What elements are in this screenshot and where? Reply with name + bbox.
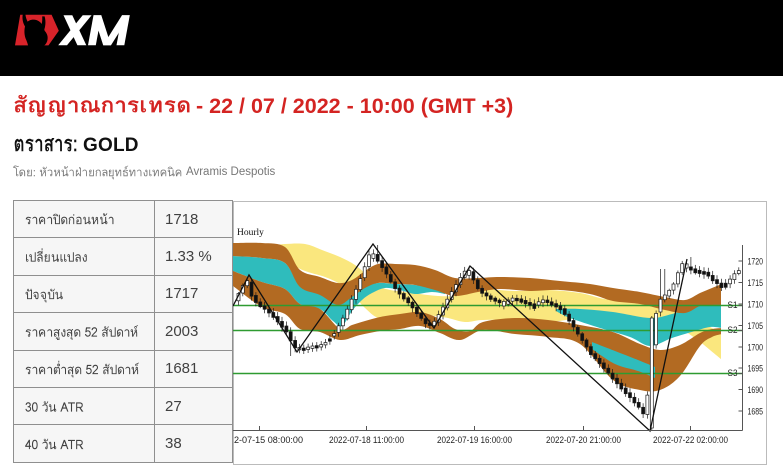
svg-text:2-07-15 08:00:00: 2-07-15 08:00:00: [234, 435, 303, 445]
svg-text:1700: 1700: [748, 343, 764, 354]
svg-text:1695: 1695: [748, 364, 764, 375]
svg-text:1685: 1685: [748, 407, 764, 418]
svg-text:2022-07-19 16:00:00: 2022-07-19 16:00:00: [437, 435, 512, 445]
svg-text:Hourly: Hourly: [237, 228, 264, 238]
svg-text:2022-07-22 02:00:00: 2022-07-22 02:00:00: [653, 435, 728, 445]
svg-text:S2: S2: [728, 325, 738, 335]
svg-text:1710: 1710: [748, 300, 764, 311]
svg-text:1715: 1715: [748, 278, 764, 289]
svg-text:1720: 1720: [748, 257, 764, 268]
svg-text:1690: 1690: [748, 385, 764, 396]
svg-text:S3: S3: [728, 368, 738, 378]
svg-text:1705: 1705: [748, 321, 764, 332]
svg-text:S1: S1: [728, 300, 738, 310]
svg-text:2022-07-20 21:00:00: 2022-07-20 21:00:00: [546, 435, 621, 445]
svg-text:2022-07-18 11:00:00: 2022-07-18 11:00:00: [329, 435, 404, 445]
